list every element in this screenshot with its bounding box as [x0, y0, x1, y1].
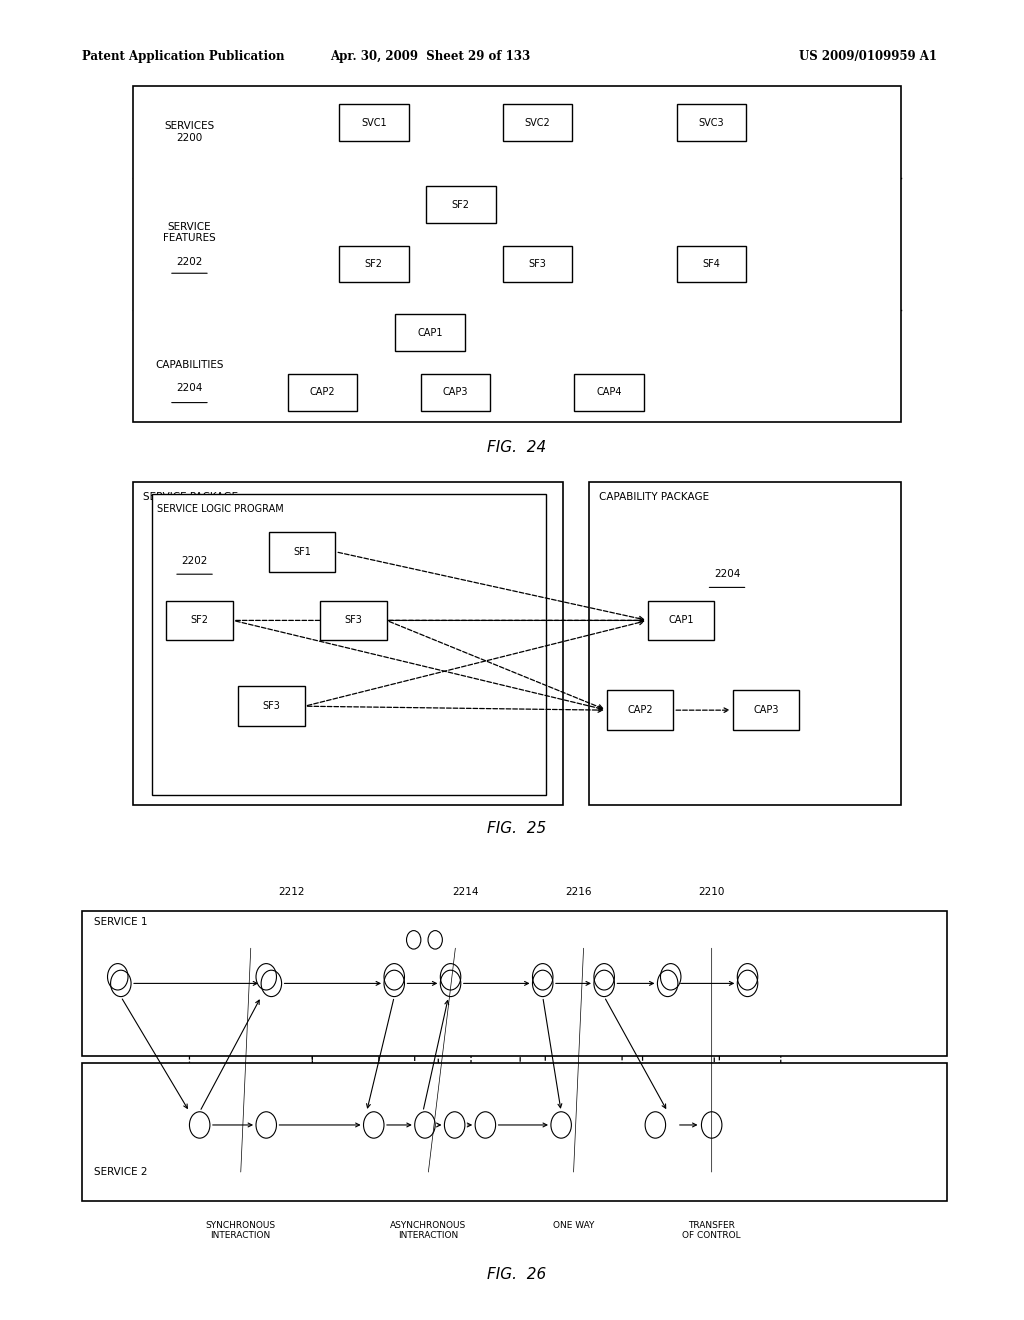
Text: SERVICES
2200: SERVICES 2200 [164, 121, 215, 143]
FancyBboxPatch shape [648, 601, 715, 640]
FancyBboxPatch shape [589, 482, 901, 805]
Text: TRANSFER
OF CONTROL: TRANSFER OF CONTROL [682, 1221, 741, 1241]
FancyBboxPatch shape [133, 482, 563, 805]
Text: SERVICE
FEATURES

2202: SERVICE FEATURES 2202 [163, 222, 216, 267]
Text: ASYNCHRONOUS
INTERACTION: ASYNCHRONOUS INTERACTION [390, 1221, 466, 1241]
FancyBboxPatch shape [268, 532, 335, 572]
FancyBboxPatch shape [421, 374, 490, 411]
Text: SERVICE LOGIC PROGRAM: SERVICE LOGIC PROGRAM [157, 504, 284, 515]
FancyBboxPatch shape [152, 494, 546, 795]
FancyBboxPatch shape [426, 186, 496, 223]
Text: SF2: SF2 [365, 259, 383, 269]
Text: Patent Application Publication: Patent Application Publication [82, 50, 285, 63]
FancyBboxPatch shape [339, 246, 409, 282]
Text: CAP3: CAP3 [443, 387, 468, 397]
Text: CAPABILITY PACKAGE: CAPABILITY PACKAGE [599, 492, 710, 503]
Text: SVC2: SVC2 [524, 117, 551, 128]
Text: SVC3: SVC3 [698, 117, 725, 128]
Text: CAP2: CAP2 [627, 705, 653, 715]
Text: 2202: 2202 [181, 556, 208, 566]
FancyBboxPatch shape [133, 86, 901, 422]
Text: CAP3: CAP3 [754, 705, 778, 715]
FancyBboxPatch shape [677, 246, 746, 282]
FancyBboxPatch shape [677, 104, 746, 141]
Text: 2210: 2210 [698, 887, 725, 898]
Text: SYNCHRONOUS
INTERACTION: SYNCHRONOUS INTERACTION [206, 1221, 275, 1241]
Text: SF3: SF3 [344, 615, 362, 626]
Text: CAP1: CAP1 [669, 615, 693, 626]
Text: SERVICE 1: SERVICE 1 [94, 917, 147, 928]
Text: SVC1: SVC1 [360, 117, 387, 128]
Text: SF4: SF4 [702, 259, 721, 269]
Text: CAP2: CAP2 [309, 387, 336, 397]
Text: SERVICE PACKAGE: SERVICE PACKAGE [143, 492, 239, 503]
Text: SERVICE 2: SERVICE 2 [94, 1167, 147, 1177]
Text: US 2009/0109959 A1: US 2009/0109959 A1 [799, 50, 937, 63]
Text: SF3: SF3 [528, 259, 547, 269]
Text: SF3: SF3 [262, 701, 281, 711]
Text: 2216: 2216 [565, 887, 592, 898]
FancyBboxPatch shape [339, 104, 409, 141]
Text: ONE WAY: ONE WAY [553, 1221, 594, 1230]
Text: CAP4: CAP4 [597, 387, 622, 397]
FancyBboxPatch shape [395, 314, 465, 351]
FancyBboxPatch shape [503, 104, 572, 141]
FancyBboxPatch shape [288, 374, 357, 411]
Text: FIG.  25: FIG. 25 [487, 821, 547, 836]
Text: SF2: SF2 [452, 199, 470, 210]
Text: Apr. 30, 2009  Sheet 29 of 133: Apr. 30, 2009 Sheet 29 of 133 [330, 50, 530, 63]
Text: FIG.  24: FIG. 24 [487, 440, 547, 454]
FancyBboxPatch shape [574, 374, 644, 411]
FancyBboxPatch shape [166, 601, 233, 640]
Text: 2214: 2214 [453, 887, 479, 898]
FancyBboxPatch shape [503, 246, 572, 282]
Text: 2212: 2212 [279, 887, 305, 898]
FancyBboxPatch shape [82, 1063, 947, 1201]
Text: 2204: 2204 [714, 569, 740, 579]
FancyBboxPatch shape [606, 690, 674, 730]
FancyBboxPatch shape [238, 686, 305, 726]
Text: SF2: SF2 [190, 615, 209, 626]
Text: FIG.  26: FIG. 26 [487, 1267, 547, 1282]
FancyBboxPatch shape [733, 690, 799, 730]
FancyBboxPatch shape [319, 601, 387, 640]
Text: CAPABILITIES

2204: CAPABILITIES 2204 [156, 359, 223, 393]
Text: SF1: SF1 [293, 546, 311, 557]
Text: CAP1: CAP1 [418, 327, 442, 338]
FancyBboxPatch shape [82, 911, 947, 1056]
